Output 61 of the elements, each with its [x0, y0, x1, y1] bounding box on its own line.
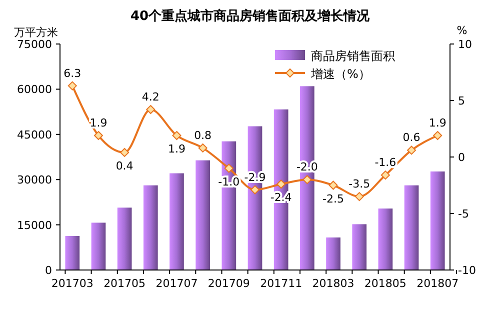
data-label: 1.9: [428, 116, 446, 130]
x-tick-label: 201703: [51, 277, 94, 290]
point: [328, 180, 338, 190]
data-label: 1.9: [90, 116, 108, 130]
point: [380, 170, 390, 180]
y-axis-title: 万平方米: [14, 26, 58, 39]
bar: [170, 173, 184, 270]
bar: [91, 222, 106, 270]
bar: [404, 185, 419, 270]
legend-label: 商品房销售面积: [311, 49, 395, 63]
x-tick-label: 201711: [260, 277, 302, 290]
y-tick-label: 0: [45, 264, 52, 277]
point: [354, 192, 364, 202]
point: [146, 105, 156, 114]
point: [407, 146, 416, 155]
x-tick-label: 201705: [104, 277, 146, 290]
bar: [143, 185, 158, 270]
x-tick-label: 201709: [208, 277, 250, 290]
point: [68, 81, 77, 90]
bar: [430, 171, 445, 270]
bar: [196, 160, 210, 270]
point: [433, 131, 442, 140]
x-tick-label: 201707: [156, 277, 198, 290]
legend-label: 增速（%）: [310, 67, 370, 81]
data-label: 1.9: [168, 142, 186, 156]
y2-axis-title: %: [456, 24, 468, 37]
y-tick-label: 15000: [17, 218, 52, 232]
bar: [378, 208, 393, 270]
y2-tick-label: -10: [458, 264, 476, 277]
x-tick-label: 201807: [416, 277, 459, 290]
y2-tick-label: 0: [458, 151, 465, 164]
point: [198, 143, 208, 152]
y-tick-label: 60000: [17, 83, 52, 96]
point: [302, 175, 312, 184]
x-tick-label: 201805: [364, 277, 406, 290]
y-tick-label: 75000: [17, 38, 52, 51]
y2-tick-label: 5: [458, 94, 465, 108]
data-label: 0.8: [194, 128, 212, 142]
y-tick-label: 30000: [17, 174, 52, 187]
bar: [352, 224, 367, 270]
data-label: -3.5: [348, 178, 370, 191]
data-label: 6.3: [64, 66, 82, 80]
data-label: -2.5: [322, 192, 344, 206]
y2-tick-label: 10: [458, 38, 472, 51]
chart-title: 40个重点城市商品房销售面积及增长情况: [130, 8, 371, 24]
x-tick-label: 201803: [312, 277, 354, 290]
point: [250, 185, 260, 194]
bar: [117, 208, 132, 270]
point: [120, 148, 130, 157]
y2-tick-label: -5: [458, 208, 469, 220]
point: [94, 131, 103, 140]
y-tick-label: 45000: [17, 128, 52, 142]
data-label: 0.4: [116, 159, 134, 172]
data-label: 4.2: [142, 90, 160, 104]
data-label: -1.6: [374, 156, 396, 170]
point: [224, 164, 234, 173]
data-label: 0.6: [402, 131, 420, 144]
bar: [326, 237, 340, 270]
point: [276, 180, 286, 189]
bar: [65, 236, 80, 270]
point: [172, 131, 182, 140]
